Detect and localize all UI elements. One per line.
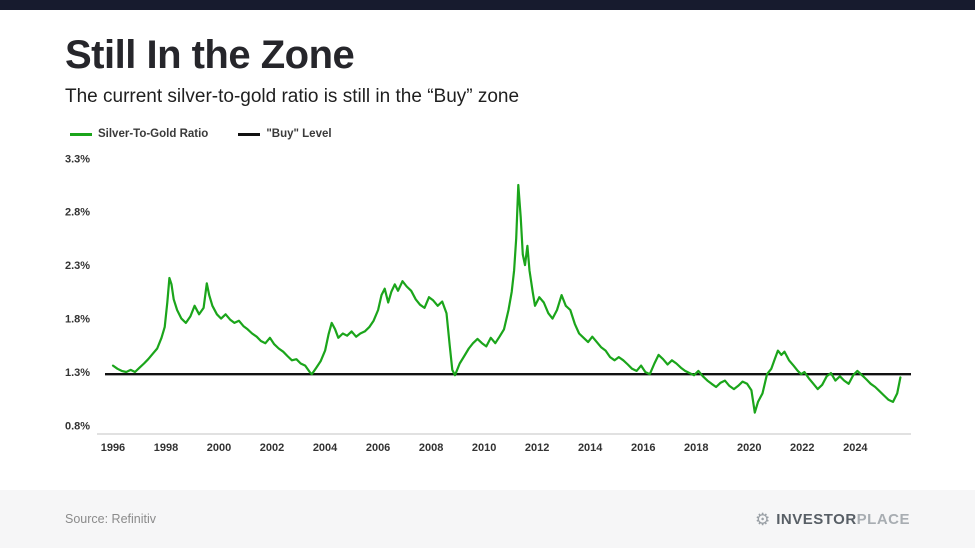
svg-text:2020: 2020 xyxy=(737,442,761,454)
legend-item-buy-level: "Buy" Level xyxy=(238,128,332,140)
svg-text:2.3%: 2.3% xyxy=(65,260,90,272)
brand-investor: INVESTOR xyxy=(776,510,857,528)
svg-text:2.8%: 2.8% xyxy=(65,207,90,219)
legend-label-buy-level: "Buy" Level xyxy=(266,128,332,140)
header: Still In the Zone The current silver-to-… xyxy=(0,10,975,108)
gear-icon: ⚙ xyxy=(755,509,771,529)
top-accent-bar xyxy=(0,0,975,10)
svg-text:2002: 2002 xyxy=(260,442,284,454)
source-text: Source: Refinitiv xyxy=(65,512,157,526)
brand-wordmark: INVESTORPLACE xyxy=(776,511,910,528)
svg-text:2008: 2008 xyxy=(419,442,443,454)
svg-text:2010: 2010 xyxy=(472,442,496,454)
page-subtitle: The current silver-to-gold ratio is stil… xyxy=(65,86,520,107)
svg-text:3.3%: 3.3% xyxy=(65,153,90,165)
brand-place: PLACE xyxy=(856,510,910,528)
svg-text:2004: 2004 xyxy=(313,442,338,454)
svg-text:0.8%: 0.8% xyxy=(65,420,90,432)
svg-text:2016: 2016 xyxy=(631,442,655,454)
svg-text:1.3%: 1.3% xyxy=(65,367,90,379)
footer: Source: Refinitiv ⚙ INVESTORPLACE xyxy=(0,490,975,548)
svg-text:1998: 1998 xyxy=(154,442,178,454)
brand-logo: ⚙ INVESTORPLACE xyxy=(755,511,910,528)
chart-area: 3.3% 2.8% 2.3% 1.8% 1.3% 0.8% 1996 1998 2000 2002… xyxy=(65,144,975,463)
svg-text:2022: 2022 xyxy=(790,442,814,454)
svg-text:2024: 2024 xyxy=(843,442,868,454)
svg-text:2014: 2014 xyxy=(578,442,603,454)
page-title: Still In the Zone xyxy=(65,33,355,77)
svg-text:2006: 2006 xyxy=(366,442,390,454)
svg-text:1.8%: 1.8% xyxy=(65,314,90,326)
buy-line-swatch-icon xyxy=(238,132,261,136)
svg-text:2000: 2000 xyxy=(207,442,231,454)
svg-text:2012: 2012 xyxy=(525,442,549,454)
svg-text:1996: 1996 xyxy=(101,442,125,454)
ratio-line-swatch-icon xyxy=(70,132,92,136)
chart-legend: Silver-To-Gold Ratio "Buy" Level xyxy=(70,128,975,140)
legend-label-ratio: Silver-To-Gold Ratio xyxy=(98,128,209,140)
ratio-line-chart: 3.3% 2.8% 2.3% 1.8% 1.3% 0.8% 1996 1998 2000 2002… xyxy=(65,153,911,454)
svg-text:2018: 2018 xyxy=(684,442,708,454)
legend-item-ratio: Silver-To-Gold Ratio xyxy=(70,128,208,140)
